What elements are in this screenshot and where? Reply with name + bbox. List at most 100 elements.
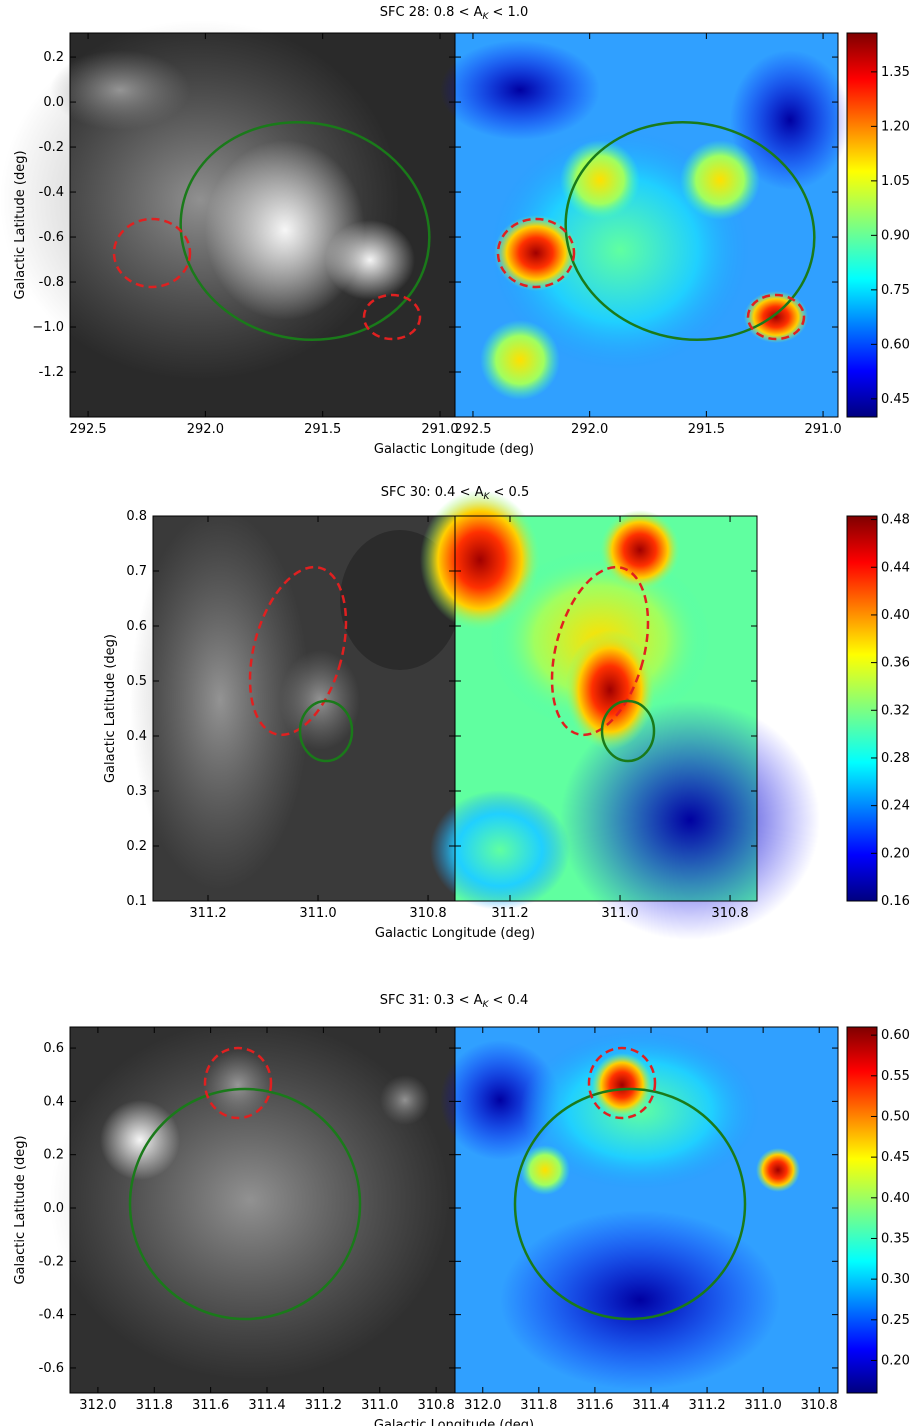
y-tick-label: 0.1 xyxy=(126,894,147,909)
x-axis-label: Galactic Longitude (deg) xyxy=(374,442,534,457)
x-tick-label: 292.0 xyxy=(571,422,608,437)
y-axis-label: Galactic Latitude (deg) xyxy=(103,634,118,783)
x-tick-label: 310.8 xyxy=(409,906,446,921)
y-tick-label: 0.5 xyxy=(126,674,147,689)
y-axis-label: Galactic Latitude (deg) xyxy=(13,150,28,299)
colorbar-tick-label: 0.60 xyxy=(881,337,910,352)
y-tick-label: 0.3 xyxy=(126,784,147,799)
image-right xyxy=(440,33,850,417)
y-tick-label: 0.2 xyxy=(43,1147,64,1162)
colorbar-tick-label: 0.60 xyxy=(881,1028,910,1043)
x-axis-label: Galactic Longitude (deg) xyxy=(375,926,535,941)
x-tick-label: 291.5 xyxy=(304,422,341,437)
y-tick-label: -0.6 xyxy=(39,1360,64,1375)
colorbar-tick-label: 0.50 xyxy=(881,1109,910,1124)
colorbar xyxy=(846,32,878,418)
y-tick-label: 0.6 xyxy=(126,619,147,634)
x-tick-label: 311.0 xyxy=(299,906,336,921)
x-tick-label: 311.2 xyxy=(305,1398,342,1413)
y-tick-label: 0.8 xyxy=(126,509,147,524)
image-left xyxy=(130,510,460,901)
colorbar-tick-label: 0.44 xyxy=(881,560,910,575)
x-tick-label: 310.8 xyxy=(801,1398,838,1413)
colorbar-tick-label: 0.45 xyxy=(881,391,910,406)
colorbar-tick-label: 0.55 xyxy=(881,1068,910,1083)
x-tick-label: 311.8 xyxy=(520,1398,557,1413)
y-tick-label: -0.4 xyxy=(39,1307,64,1322)
x-tick-label: 311.2 xyxy=(491,906,528,921)
axes-frame xyxy=(454,515,758,902)
colorbar-tick-label: 0.30 xyxy=(881,1272,910,1287)
x-tick-label: 311.6 xyxy=(576,1398,613,1413)
y-tick-label: 0.7 xyxy=(126,564,147,579)
image-left xyxy=(0,20,455,417)
y-tick-label: 0.4 xyxy=(126,729,147,744)
colorbar xyxy=(846,1026,878,1394)
y-tick-label: -0.6 xyxy=(39,230,64,245)
colorbar-tick-label: 0.24 xyxy=(881,798,910,813)
colorbar-tick-label: 0.40 xyxy=(881,1190,910,1205)
colorbar-tick-label: 1.35 xyxy=(881,64,910,79)
colorbar xyxy=(846,515,878,902)
x-tick-label: 292.0 xyxy=(187,422,224,437)
x-tick-label: 311.0 xyxy=(361,1398,398,1413)
panel-title: SFC 28: 0.8 < AK < 1.0 xyxy=(380,5,528,22)
colorbar-tick-label: 0.45 xyxy=(881,1150,910,1165)
colorbar-tick-label: 0.25 xyxy=(881,1312,910,1327)
x-tick-label: 311.6 xyxy=(192,1398,229,1413)
axes-frame xyxy=(454,1026,839,1394)
colorbar-tick-label: 0.90 xyxy=(881,228,910,243)
x-tick-label: 291.5 xyxy=(688,422,725,437)
colorbar-tick-label: 0.35 xyxy=(881,1231,910,1246)
y-tick-label: -0.8 xyxy=(39,275,64,290)
region-ellipses xyxy=(128,1046,747,1321)
x-tick-label: 311.0 xyxy=(601,906,638,921)
panel-title: SFC 30: 0.4 < AK < 0.5 xyxy=(381,485,529,502)
y-tick-label: 0.2 xyxy=(126,839,147,854)
x-tick-label: 291.0 xyxy=(804,422,841,437)
y-tick-label: 0.4 xyxy=(43,1094,64,1109)
x-tick-label: 312.0 xyxy=(464,1398,501,1413)
y-tick-label: −1.0 xyxy=(32,320,64,335)
colorbar-tick-label: 1.05 xyxy=(881,173,910,188)
y-tick-label: 0.2 xyxy=(43,50,64,65)
x-tick-label: 311.2 xyxy=(688,1398,725,1413)
y-tick-label: -0.2 xyxy=(39,1254,64,1269)
colorbar-tick-label: 0.32 xyxy=(881,703,910,718)
y-tick-label: -1.2 xyxy=(39,365,64,380)
x-tick-label: 311.8 xyxy=(136,1398,173,1413)
colorbar-tick-label: 0.20 xyxy=(881,1353,910,1368)
x-tick-label: 311.0 xyxy=(745,1398,782,1413)
colorbar-tick-label: 0.16 xyxy=(881,894,910,909)
colorbar-tick-label: 0.40 xyxy=(881,607,910,622)
colorbar-tick-label: 0.75 xyxy=(881,282,910,297)
colorbar-tick-label: 0.20 xyxy=(881,846,910,861)
y-tick-label: -0.4 xyxy=(39,185,64,200)
x-tick-label: 311.4 xyxy=(248,1398,285,1413)
image-right xyxy=(440,1027,838,1393)
region-ellipses xyxy=(112,120,816,342)
colorbar-tick-label: 0.28 xyxy=(881,750,910,765)
x-tick-label: 311.4 xyxy=(632,1398,669,1413)
y-tick-label: 0.0 xyxy=(43,95,64,110)
x-tick-label: 291.0 xyxy=(421,422,458,437)
x-axis-label: Galactic Longitude (deg) xyxy=(374,1418,534,1426)
colorbar-tick-label: 0.48 xyxy=(881,512,910,527)
colorbar-tick-label: 1.20 xyxy=(881,119,910,134)
axes-frame xyxy=(454,32,839,418)
image-left xyxy=(50,1020,455,1393)
panel-title: SFC 31: 0.3 < AK < 0.4 xyxy=(380,993,528,1010)
region-ellipses xyxy=(248,565,656,763)
x-tick-label: 310.8 xyxy=(418,1398,455,1413)
y-tick-label: 0.0 xyxy=(43,1201,64,1216)
x-tick-label: 311.2 xyxy=(189,906,226,921)
colorbar-tick-label: 0.36 xyxy=(881,655,910,670)
x-tick-label: 292.5 xyxy=(69,422,106,437)
x-tick-label: 310.8 xyxy=(711,906,748,921)
x-tick-label: 292.5 xyxy=(454,422,491,437)
y-tick-label: -0.2 xyxy=(39,140,64,155)
y-tick-label: 0.6 xyxy=(43,1041,64,1056)
y-axis-label: Galactic Latitude (deg) xyxy=(13,1135,28,1284)
x-tick-label: 312.0 xyxy=(79,1398,116,1413)
